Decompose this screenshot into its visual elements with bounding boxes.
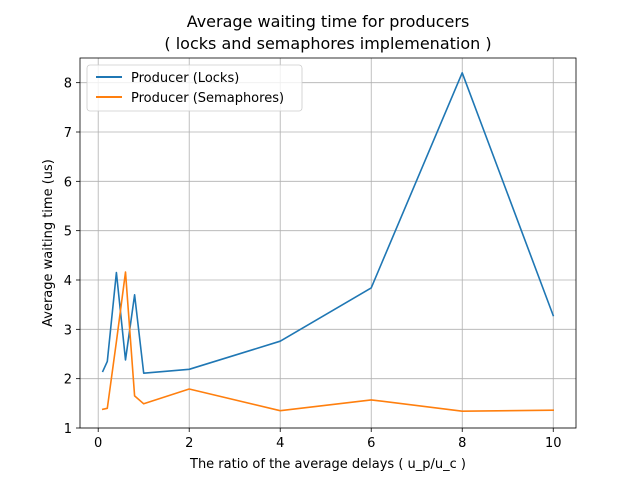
y-tick-label: 6 [64,175,72,190]
y-tick-label: 1 [64,422,72,437]
grid-layer [80,58,576,429]
y-tick-label: 8 [64,77,72,92]
chart-title-line2: ( locks and semaphores implemenation ) [164,34,491,53]
x-tick-label: 8 [458,436,466,451]
y-tick-label: 2 [64,373,72,388]
x-tick-label: 10 [545,436,562,451]
series-line-locks [101,72,555,375]
y-tick-label: 4 [64,274,72,289]
legend-label-semaphores: Producer (Semaphores) [131,91,284,106]
series-layer [101,72,555,413]
y-axis-label: Average waiting time (us) [41,159,56,327]
x-tick-label: 2 [185,436,193,451]
y-tick-label: 7 [64,126,72,141]
legend-box [86,64,303,112]
chart-title-line1: Average waiting time for producers [187,12,470,31]
x-tick-label: 6 [367,436,375,451]
plot-frame [79,57,577,429]
legend: Producer (Locks) Producer (Semaphores) [86,64,303,112]
legend-label-locks: Producer (Locks) [131,71,239,86]
x-axis-label: The ratio of the average delays ( u_p/u_… [189,457,466,472]
y-tick-label: 5 [64,225,72,240]
y-tick-label: 3 [64,323,72,338]
x-tick-label: 0 [94,436,102,451]
series-line-semaphores [101,271,555,413]
x-tick-label: 4 [276,436,284,451]
